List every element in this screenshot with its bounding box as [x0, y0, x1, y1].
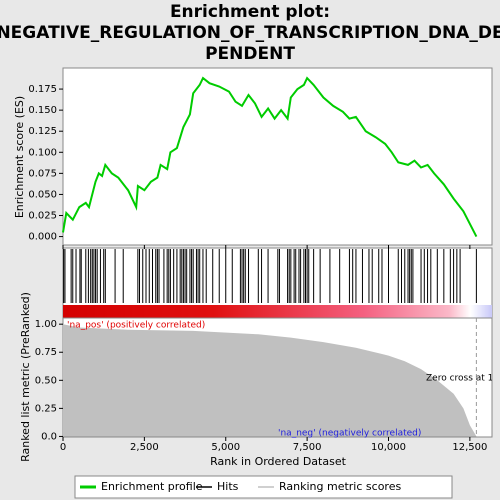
x-tick-label: 0 — [60, 442, 66, 453]
y-tick-label: 0.050 — [28, 189, 57, 200]
y-axis-label: Ranked list metric (PreRanked) — [19, 292, 32, 462]
x-axis-label: Rank in Ordered Dataset — [210, 455, 347, 468]
y-tick-label: 0.25 — [35, 403, 57, 414]
y-tick-label: 0.175 — [28, 84, 57, 95]
x-tick-label: 12,500 — [452, 442, 487, 453]
metric-area — [63, 324, 477, 437]
rank-color-band — [63, 305, 492, 318]
x-tick-label: 10,000 — [371, 442, 406, 453]
pos-label: 'na_pos' (positively correlated) — [67, 321, 205, 331]
es-panel — [62, 67, 493, 246]
y-tick-label: 0.100 — [28, 147, 57, 158]
y-tick-label: 0.75 — [35, 347, 57, 358]
neg-label: 'na_neg' (negatively correlated) — [278, 429, 421, 439]
y-tick-label: 1.00 — [35, 319, 57, 330]
legend-label: Hits — [217, 480, 239, 493]
legend-label: Ranking metric scores — [279, 480, 401, 493]
x-tick-label: 7,500 — [293, 442, 322, 453]
y-tick-label: 0.000 — [28, 232, 57, 243]
y-axis-label: Enrichment score (ES) — [13, 96, 26, 218]
y-tick-label: 0.075 — [28, 168, 57, 179]
title-line: NEGATIVE_REGULATION_OF_TRANSCRIPTION_DNA… — [0, 23, 500, 43]
enrichment-line — [62, 76, 478, 238]
title-line: Enrichment plot: — [170, 2, 330, 22]
y-tick-label: 0.50 — [35, 375, 57, 386]
y-tick-label: 0.125 — [28, 126, 57, 137]
y-tick-label: 0.025 — [28, 211, 57, 222]
x-tick-label: 2,500 — [130, 442, 159, 453]
y-tick-label: 0.150 — [28, 105, 57, 116]
zero-cross-label: Zero cross at 12700 — [426, 374, 500, 384]
y-tick-label: 0.0 — [41, 431, 57, 442]
legend-label: Enrichment profile — [101, 480, 203, 493]
title-line: PENDENT — [205, 44, 295, 64]
x-tick-label: 5,000 — [211, 442, 240, 453]
